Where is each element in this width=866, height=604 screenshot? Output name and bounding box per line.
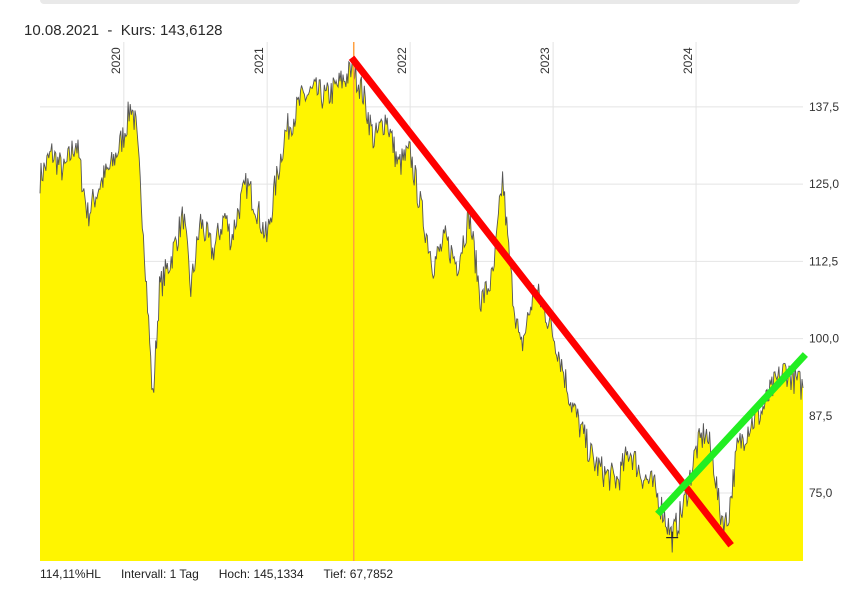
header-price-label: Kurs: bbox=[120, 22, 156, 39]
price-area bbox=[40, 58, 803, 561]
footer-high: Hoch: 145,1334 bbox=[218, 567, 304, 581]
header-date: 10.08.2021 bbox=[24, 22, 100, 39]
y-tick-label: 112,5 bbox=[809, 254, 838, 268]
footer-low: Tief: 67,7852 bbox=[323, 567, 394, 581]
y-tick-label: 125,0 bbox=[809, 177, 839, 191]
header-separator: - bbox=[107, 22, 113, 39]
chart-footer: 114,11%HL Intervall: 1 Tag Hoch: 145,133… bbox=[40, 567, 393, 581]
y-tick-label: 137,5 bbox=[809, 100, 839, 114]
y-tick-label: 87,5 bbox=[809, 409, 833, 423]
footer-interval: Intervall: 1 Tag bbox=[120, 567, 199, 581]
header-price-value: 143,6128 bbox=[159, 22, 223, 39]
y-tick-label: 75,0 bbox=[809, 486, 833, 500]
y-tick-label: 100,0 bbox=[809, 332, 839, 346]
chart-header: 10.08.2021 - Kurs: 143,6128 bbox=[24, 22, 223, 39]
x-tick-label: 2021 bbox=[252, 47, 266, 74]
x-tick-label: 2020 bbox=[109, 47, 123, 74]
x-tick-label: 2024 bbox=[681, 47, 695, 74]
uptrend-line bbox=[655, 352, 808, 517]
footer-range: 114,11%HL bbox=[40, 567, 101, 581]
top-scrollbar[interactable] bbox=[40, 0, 800, 4]
price-line bbox=[39, 58, 804, 553]
x-tick-label: 2022 bbox=[395, 47, 409, 74]
x-tick-label: 2023 bbox=[538, 47, 552, 74]
downtrend-line bbox=[348, 55, 734, 548]
